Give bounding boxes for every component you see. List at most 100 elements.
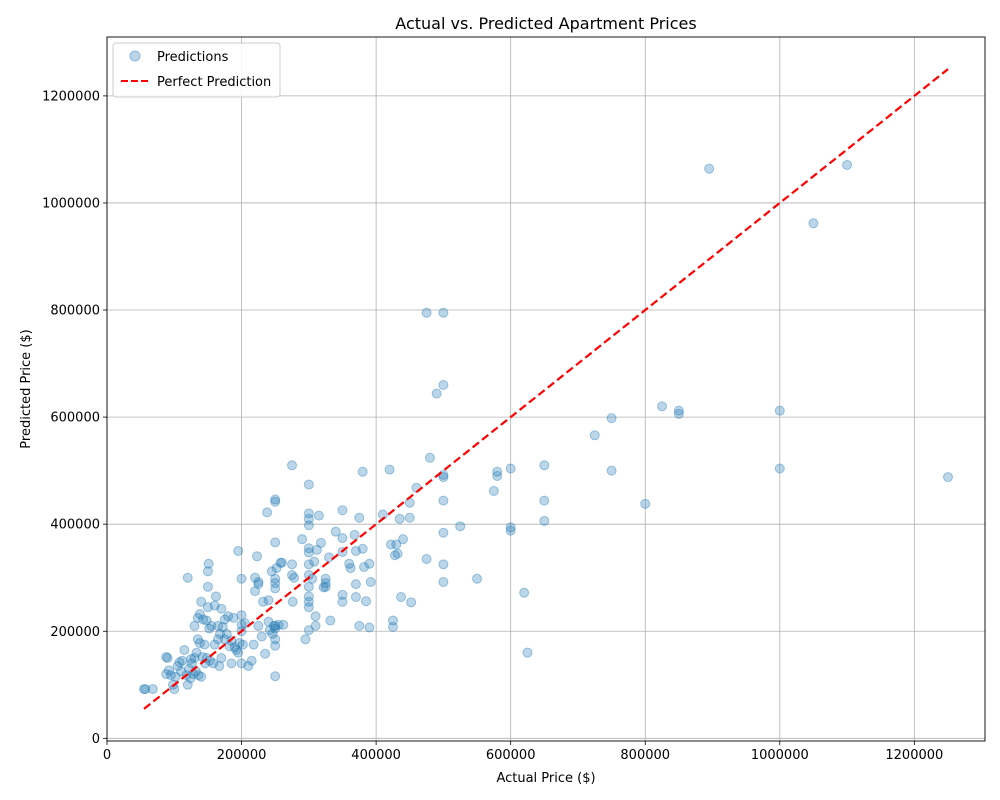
data-point	[236, 658, 247, 669]
legend-label-perfect-prediction: Perfect Prediction	[157, 75, 271, 90]
legend-box	[112, 42, 281, 98]
data-point	[250, 586, 261, 597]
data-point	[505, 463, 516, 474]
data-point	[421, 307, 432, 318]
data-point	[438, 472, 449, 483]
data-point	[246, 655, 257, 666]
data-point	[256, 631, 267, 642]
data-point	[263, 616, 274, 627]
data-point	[320, 581, 331, 592]
data-point	[384, 464, 395, 475]
data-point	[140, 684, 151, 695]
data-point	[389, 550, 400, 561]
data-point	[270, 671, 281, 682]
data-point	[189, 620, 200, 631]
data-point	[704, 163, 715, 174]
data-point	[313, 510, 324, 521]
data-point	[488, 485, 499, 496]
data-point	[243, 661, 254, 672]
y-tick-label: 400000	[50, 518, 100, 533]
data-point	[215, 628, 226, 639]
data-point	[324, 552, 335, 563]
data-point	[303, 547, 314, 558]
data-point	[161, 669, 172, 680]
data-point	[209, 639, 220, 650]
data-point	[216, 653, 227, 664]
data-point	[163, 665, 174, 676]
data-point	[387, 621, 398, 632]
data-point	[398, 534, 409, 545]
data-point	[309, 556, 320, 567]
data-point	[438, 576, 449, 587]
data-point	[147, 684, 158, 695]
data-point	[539, 460, 550, 471]
data-point	[191, 647, 202, 658]
data-point	[210, 591, 221, 602]
data-point	[270, 573, 281, 584]
data-point	[303, 508, 314, 519]
y-tick-label: 600000	[50, 411, 100, 426]
data-point	[177, 655, 188, 666]
data-point	[209, 600, 220, 611]
y-tick-label: 1200000	[42, 89, 100, 104]
data-point	[229, 642, 240, 653]
data-point	[260, 648, 271, 659]
data-point	[248, 639, 259, 650]
data-point	[472, 573, 483, 584]
data-point	[252, 551, 263, 562]
data-point	[162, 653, 173, 664]
x-axis-label: Actual Price ($)	[496, 771, 595, 786]
data-point	[387, 615, 398, 626]
data-point	[270, 640, 281, 651]
data-point	[275, 557, 286, 568]
data-point	[337, 589, 348, 600]
data-point	[455, 521, 466, 532]
data-point	[270, 494, 281, 505]
data-point	[438, 307, 449, 318]
grid	[106, 37, 985, 741]
data-point	[438, 559, 449, 570]
data-point	[202, 581, 213, 592]
data-point	[303, 596, 314, 607]
data-point	[303, 520, 314, 531]
y-tick-label: 1000000	[42, 196, 100, 211]
data-point	[315, 537, 326, 548]
data-point	[278, 619, 289, 630]
data-point	[287, 570, 298, 581]
data-points	[139, 159, 953, 695]
data-point	[438, 379, 449, 390]
data-point	[606, 413, 617, 424]
x-tick-label: 800000	[620, 748, 670, 763]
data-point	[199, 639, 210, 650]
data-point	[203, 558, 214, 569]
data-point	[176, 666, 187, 677]
data-point	[287, 596, 298, 607]
perfect-prediction-line	[143, 68, 949, 710]
x-tick-label: 200000	[217, 748, 267, 763]
data-point	[330, 526, 341, 537]
data-point	[303, 559, 314, 570]
data-point	[589, 430, 600, 441]
data-point	[303, 513, 314, 524]
data-point	[357, 543, 368, 554]
data-point	[253, 579, 264, 590]
data-point	[325, 615, 336, 626]
data-point	[233, 647, 244, 658]
x-tick-label: 1000000	[751, 748, 809, 763]
data-point	[231, 644, 242, 655]
data-point	[236, 610, 247, 621]
data-point	[361, 596, 372, 607]
data-point	[182, 572, 193, 583]
data-point	[270, 620, 281, 631]
data-point	[258, 596, 269, 607]
y-axis-ticks: 0 200000 400000 600000 800000 1000000 1200000	[42, 89, 107, 747]
data-point	[519, 587, 530, 598]
data-point	[263, 595, 274, 606]
data-point	[354, 512, 365, 523]
legend-label-predictions: Predictions	[157, 50, 229, 65]
plot-frame	[106, 36, 986, 742]
data-point	[139, 684, 150, 695]
data-point	[942, 472, 953, 483]
data-point	[193, 670, 204, 681]
data-point	[250, 572, 261, 583]
